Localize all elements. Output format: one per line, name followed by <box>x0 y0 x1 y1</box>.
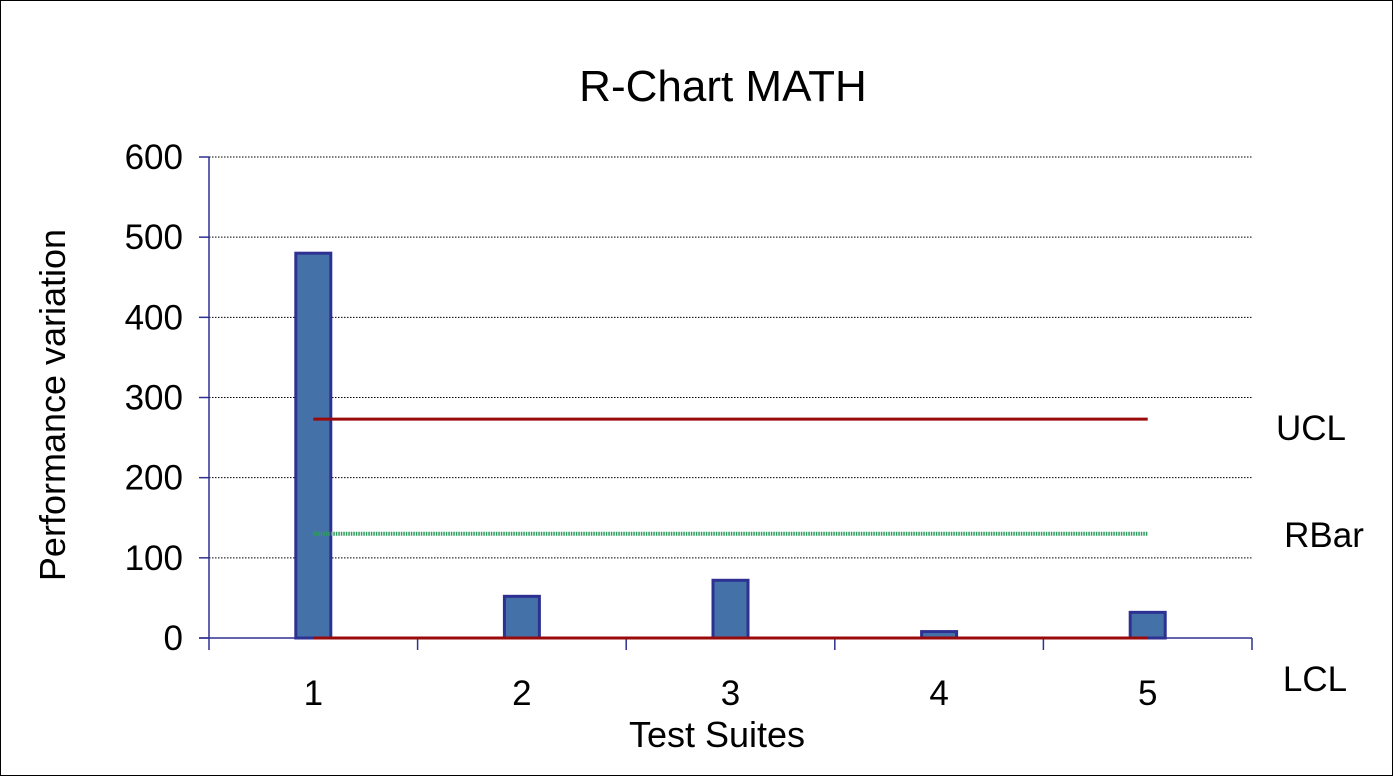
ref-label-lcl: LCL <box>1283 660 1347 699</box>
x-tick-label-3: 3 <box>721 674 740 713</box>
x-tick-label-5: 5 <box>1138 674 1157 713</box>
x-axis-title: Test Suites <box>629 714 805 755</box>
bar-2 <box>502 594 541 640</box>
y-tick-label-100: 100 <box>125 539 183 578</box>
gridlines <box>209 156 1252 559</box>
y-tick-label-300: 300 <box>125 379 183 418</box>
x-tick-label-4: 4 <box>929 674 948 713</box>
bar-1 <box>294 251 333 640</box>
reference-lines <box>313 417 1148 640</box>
y-tick-label-200: 200 <box>125 459 183 498</box>
ref-label-ucl: UCL <box>1276 409 1346 448</box>
ref-label-rbar: RBar <box>1284 516 1364 555</box>
y-axis-title: Performance variation <box>32 229 73 581</box>
x-ticks: 1 2 3 4 5 <box>208 638 1253 713</box>
x-tick-label-2: 2 <box>512 674 531 713</box>
y-tick-label-0: 0 <box>164 619 183 658</box>
x-tick-label-1: 1 <box>304 674 323 713</box>
bar-3 <box>711 578 750 640</box>
bar-5 <box>1128 610 1167 640</box>
y-ticks: 0 100 200 300 400 500 600 <box>125 138 209 658</box>
y-tick-label-500: 500 <box>125 218 183 257</box>
y-tick-label-600: 600 <box>125 138 183 177</box>
bars <box>294 251 1167 640</box>
chart-title: R-Chart MATH <box>579 62 867 111</box>
y-tick-label-400: 400 <box>125 298 183 337</box>
reference-labels: UCL RBar LCL <box>1276 409 1364 699</box>
